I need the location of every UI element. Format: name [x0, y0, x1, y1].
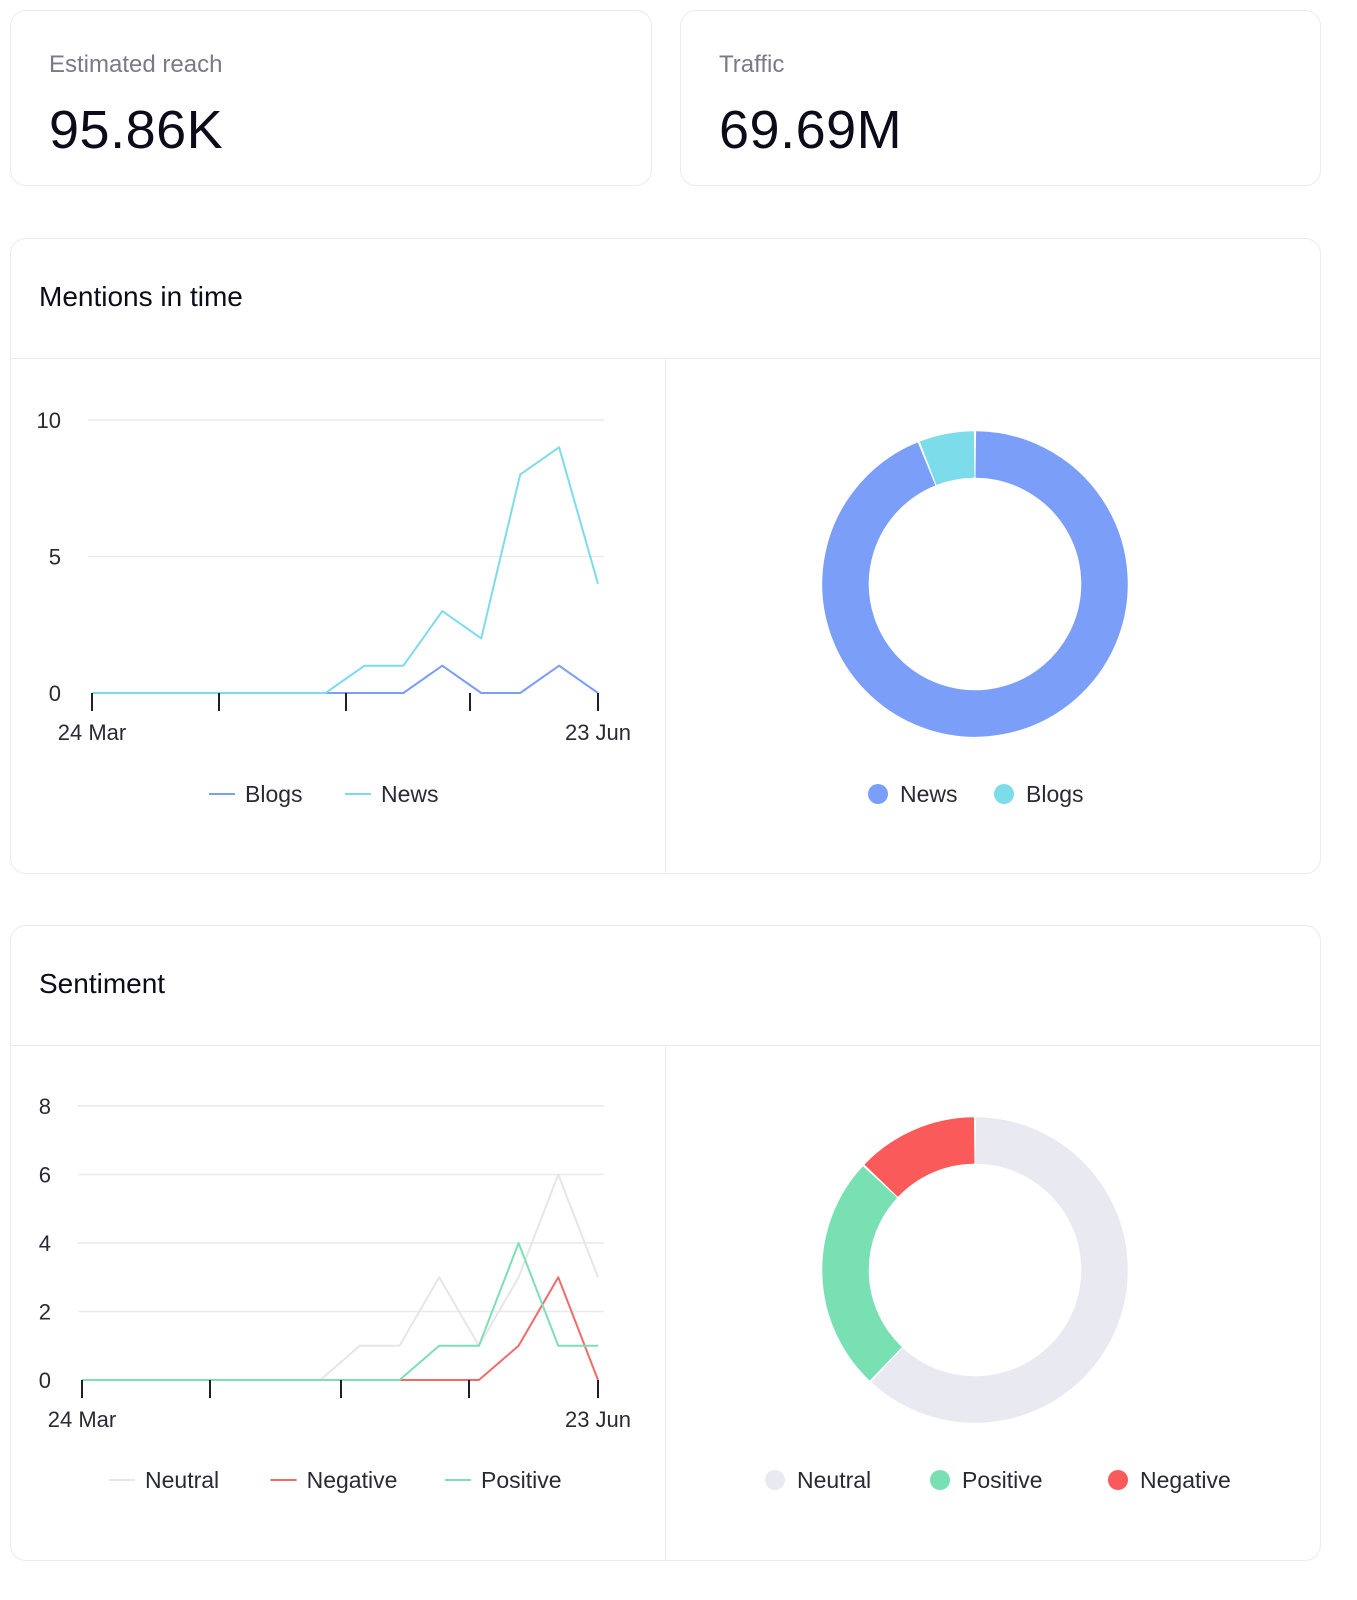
divider — [665, 1046, 666, 1560]
y-tick-label: 5 — [49, 545, 61, 570]
donut-slice-blogs — [919, 431, 975, 485]
section-title: Mentions in time — [39, 281, 243, 312]
stat-value: 69.69M — [719, 100, 903, 160]
legend-item-positive: Positive — [962, 1467, 1043, 1493]
legend-item-negative: Negative — [1140, 1467, 1231, 1493]
legend-item-positive: Positive — [481, 1467, 562, 1493]
y-tick-label: 2 — [39, 1300, 51, 1325]
legend-item-negative: Negative — [307, 1467, 398, 1493]
legend-dot — [765, 1470, 785, 1490]
mentions-card: Mentions in time 0 5 10 24 Mar 23 Jun Blogs Ne… — [10, 238, 1321, 874]
legend-dot — [1108, 1470, 1128, 1490]
stat-card-traffic: Traffic 69.69M — [680, 10, 1321, 186]
y-tick-label: 10 — [37, 408, 61, 433]
legend-dot — [930, 1470, 950, 1490]
legend-dot — [994, 784, 1014, 804]
sentiment-line-chart: 0 2 4 6 8 24 Mar 23 Jun Neutral Negative Positive — [39, 1094, 631, 1493]
sentiment-donut-chart: Neutral Positive Negative — [765, 1117, 1231, 1493]
legend-item-neutral: Neutral — [145, 1467, 219, 1493]
stat-label: Traffic — [719, 51, 785, 78]
y-tick-label: 6 — [39, 1163, 51, 1188]
legend-item-news: News — [900, 781, 958, 807]
donut-slice-news — [822, 431, 1128, 737]
x-tick-label-start: 24 Mar — [58, 720, 126, 745]
y-tick-label: 4 — [39, 1231, 51, 1256]
donut-slice-neutral — [871, 1117, 1128, 1423]
x-tick-label-end: 23 Jun — [565, 720, 631, 745]
divider — [665, 359, 666, 873]
legend-dot — [868, 784, 888, 804]
series-line-news — [92, 446, 599, 694]
x-tick-label-start: 24 Mar — [48, 1407, 116, 1432]
mentions-line-chart: 0 5 10 24 Mar 23 Jun Blogs News — [37, 408, 632, 807]
stat-value: 95.86K — [49, 100, 224, 160]
divider — [11, 358, 1320, 359]
legend-item-blogs: Blogs — [245, 781, 303, 807]
legend-item-news: News — [381, 781, 439, 807]
y-tick-label: 8 — [39, 1094, 51, 1119]
section-title: Sentiment — [39, 968, 166, 999]
x-tick-label-end: 23 Jun — [565, 1407, 631, 1432]
y-tick-label: 0 — [39, 1368, 51, 1393]
legend-item-neutral: Neutral — [797, 1467, 871, 1493]
stat-card-estimated-reach: Estimated reach 95.86K — [10, 10, 652, 186]
mentions-donut-chart: News Blogs — [822, 431, 1128, 807]
divider — [11, 1045, 1320, 1046]
donut-slice-negative — [864, 1117, 975, 1197]
sentiment-card: Sentiment 0 2 4 6 8 24 Mar 23 Jun Neutral Negati… — [10, 925, 1321, 1561]
stat-label: Estimated reach — [49, 51, 223, 78]
donut-slice-positive — [822, 1166, 902, 1381]
y-tick-label: 0 — [49, 681, 61, 706]
legend-item-blogs: Blogs — [1026, 781, 1084, 807]
